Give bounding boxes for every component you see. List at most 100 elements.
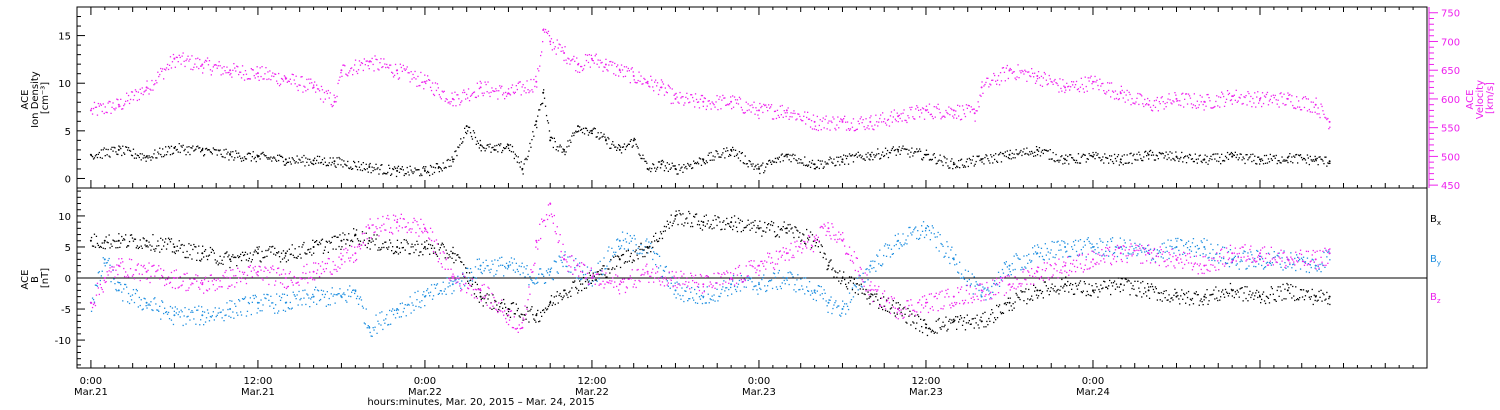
density-point [1182, 161, 1184, 163]
by-point [489, 271, 491, 274]
velocity-point [766, 106, 768, 108]
density-point [250, 160, 252, 162]
by-point [925, 234, 928, 236]
velocity-point [1035, 80, 1038, 82]
top-right-tick-label: 500 [1441, 152, 1460, 163]
density-point [474, 136, 477, 139]
by-point-anchor [340, 295, 343, 298]
velocity-point [1299, 109, 1302, 111]
by-point [278, 310, 280, 312]
density-point-anchor [563, 148, 566, 151]
by-point [1031, 260, 1033, 262]
velocity-point [545, 31, 548, 33]
bx-point [169, 241, 172, 243]
velocity-point [1102, 82, 1104, 85]
density-point [883, 154, 886, 157]
density-point-anchor [577, 125, 579, 128]
bx-point [145, 245, 147, 248]
velocity-point [1113, 98, 1116, 100]
density-point [998, 153, 1001, 155]
by-point [605, 268, 607, 270]
velocity-point [407, 72, 409, 74]
bx-point [716, 224, 718, 227]
bx-point [270, 251, 272, 253]
bx-point [141, 247, 143, 249]
velocity-point [375, 58, 377, 60]
velocity-point [1301, 98, 1304, 100]
density-point [754, 166, 756, 168]
bx-point [435, 253, 438, 256]
bx-point [684, 222, 686, 224]
by-point [668, 272, 670, 274]
density-point [124, 153, 126, 155]
bx-point [102, 247, 104, 249]
density-point [95, 154, 98, 156]
bx-point [182, 251, 184, 253]
density-point [406, 166, 408, 169]
velocity-point [508, 93, 511, 95]
by-point [699, 298, 702, 300]
density-point [982, 158, 984, 160]
density-point [811, 159, 814, 162]
by-point [1251, 254, 1253, 256]
density-point [1299, 155, 1301, 157]
velocity-point [880, 114, 882, 116]
density-point [955, 167, 957, 169]
bx-point [908, 315, 910, 317]
bx-point [519, 316, 521, 318]
density-point [1137, 159, 1139, 161]
velocity-point [342, 64, 344, 66]
velocity-point [815, 129, 817, 131]
density-point [589, 130, 591, 132]
by-point [384, 322, 386, 324]
density-point [989, 162, 991, 164]
density-point [1095, 151, 1097, 154]
density-point [1016, 153, 1018, 155]
by-point [387, 324, 389, 326]
by-point [1226, 262, 1229, 264]
density-point [416, 169, 418, 171]
velocity-point [1036, 78, 1039, 80]
velocity-point [861, 122, 863, 124]
by-point [176, 308, 178, 310]
by-point [532, 282, 534, 284]
density-point [943, 155, 945, 158]
velocity-point [304, 86, 306, 88]
by-point [284, 310, 287, 312]
by-point [269, 305, 271, 307]
density-point [1116, 156, 1119, 158]
by-point [250, 313, 252, 316]
density-point [857, 151, 859, 153]
velocity-point [1279, 93, 1281, 95]
bx-point [427, 247, 429, 250]
by-point [453, 290, 455, 292]
bx-point [826, 268, 828, 271]
velocity-point [531, 89, 533, 91]
bx-point [388, 246, 390, 248]
velocity-point [527, 89, 529, 91]
density-point [392, 168, 395, 171]
by-point [478, 258, 480, 260]
density-point [559, 144, 561, 146]
velocity-point [663, 94, 666, 96]
velocity-point [281, 78, 284, 80]
bx-point [192, 248, 194, 251]
density-point [887, 156, 890, 159]
density-point [635, 143, 637, 145]
by-point [496, 270, 498, 272]
density-point [311, 162, 313, 165]
velocity-point [1031, 68, 1033, 70]
by-point [1188, 249, 1191, 251]
by-point [381, 311, 383, 313]
bx-point [812, 240, 815, 242]
by-point [718, 295, 720, 297]
by-point [195, 323, 197, 325]
by-point [1128, 253, 1130, 255]
density-point [740, 152, 742, 155]
density-point [140, 159, 142, 161]
by-point [725, 287, 727, 289]
by-point [511, 262, 514, 264]
by-point [390, 323, 392, 325]
bx-point [902, 308, 904, 310]
by-point [683, 300, 685, 303]
